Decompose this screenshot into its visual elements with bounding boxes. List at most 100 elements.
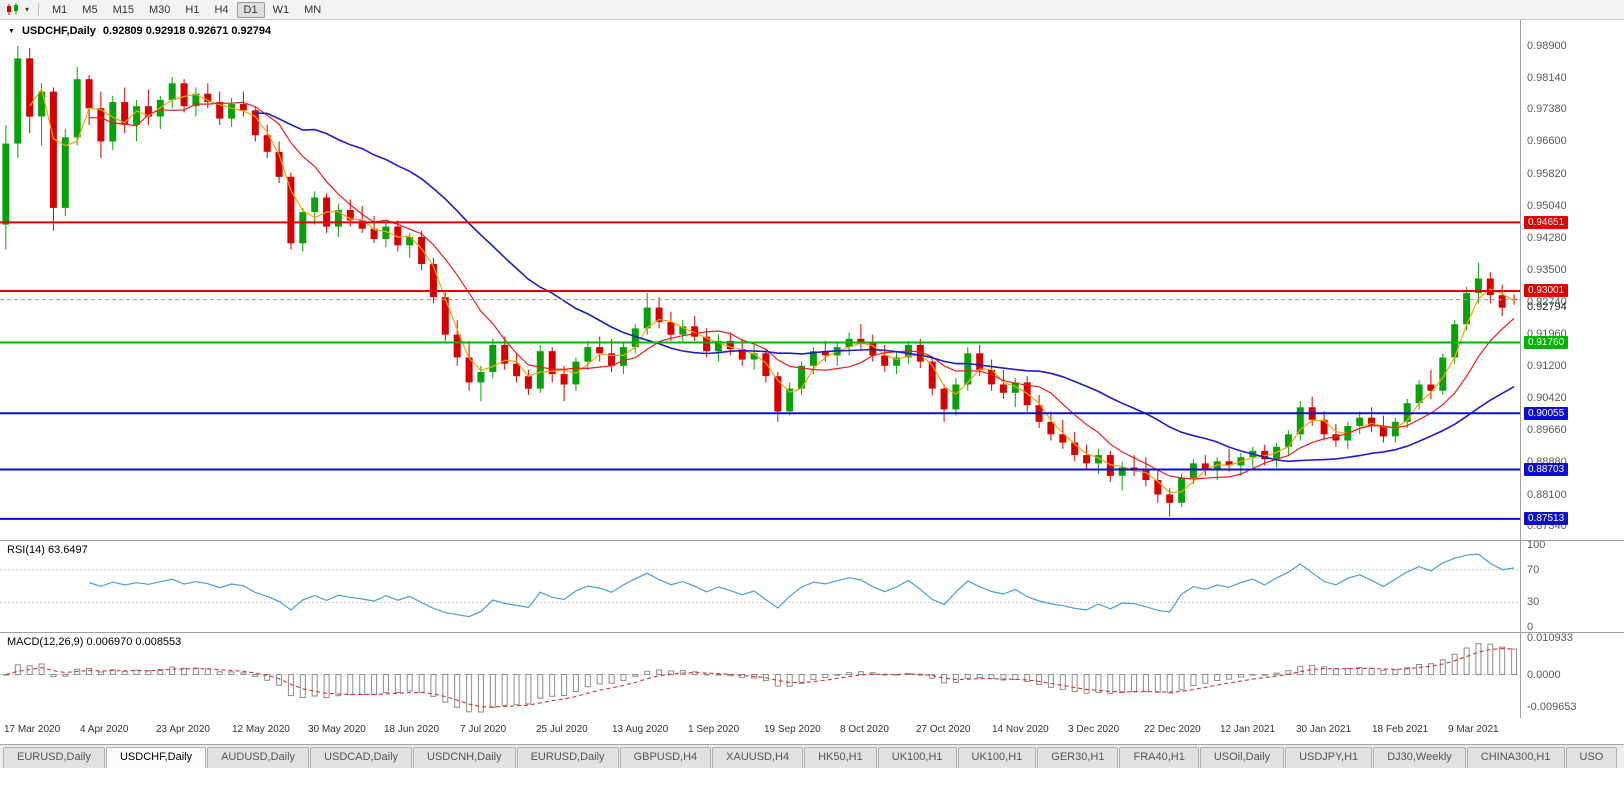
date-label: 7 Jul 2020 — [460, 724, 507, 735]
candlestick-chart-icon — [7, 3, 18, 15]
date-label: 17 Mar 2020 — [4, 724, 61, 735]
date-label: 30 May 2020 — [308, 724, 366, 735]
macd-histogram — [2, 643, 1518, 713]
chart-tab[interactable]: DJ30,Weekly — [1373, 747, 1466, 768]
timeframe-button-H4[interactable]: H4 — [214, 3, 229, 16]
date-label: 13 Aug 2020 — [612, 724, 669, 735]
timeframe-button-H1[interactable]: H1 — [185, 3, 200, 16]
date-label: 4 Apr 2020 — [80, 724, 129, 735]
price-tick: 0.92740 — [1527, 296, 1567, 308]
symbol-dropdown-icon[interactable]: ▼ — [8, 27, 15, 35]
macd-axis-label: 0.010933 — [1527, 632, 1573, 644]
date-label: 30 Jan 2021 — [1296, 724, 1352, 735]
rsi-axis-label: 70 — [1527, 564, 1540, 576]
chart-ohlc-values: 0.92809 0.92918 0.92671 0.92794 — [102, 25, 272, 37]
chart-tab[interactable]: USO — [1565, 747, 1618, 768]
date-label: 22 Dec 2020 — [1144, 724, 1201, 735]
timeframe-button-M1[interactable]: M1 — [52, 3, 68, 16]
price-line-label: 0.90055 — [1524, 407, 1569, 420]
date-label: 1 Sep 2020 — [688, 724, 740, 735]
chart-tab-bar: EURUSD,Daily USDCHF,Daily AUDUSD,Daily USDC… — [0, 744, 1624, 768]
chart-type-dropdown-icon[interactable]: ▾ — [25, 5, 30, 14]
chart-tab[interactable]: USDJPY,H1 — [1285, 747, 1373, 768]
price-line-label: 0.93001 — [1524, 284, 1569, 297]
price-tick: 0.98900 — [1527, 40, 1567, 52]
chart-tab[interactable]: CHINA300,H1 — [1466, 747, 1565, 768]
timeframe-buttons: M1 M5 M15 M30 H1 H4 D1 W1 MN — [45, 1, 328, 18]
chart-title: ▼ USDCHF,Daily 0.92809 0.92918 0.92671 0… — [8, 25, 271, 37]
macd-signal-line — [5, 648, 1515, 708]
macd-axis-label: 0.0000 — [1527, 669, 1561, 681]
price-axis[interactable]: 0.98900 0.98140 0.97380 0.96600 0.95820 0.950… — [1520, 20, 1624, 718]
macd-axis-label: -0.009653 — [1527, 701, 1577, 713]
rsi-axis-label: 30 — [1527, 596, 1540, 608]
price-line-label: 0.94651 — [1524, 216, 1569, 229]
chart-tab[interactable]: FRA40,H1 — [1119, 747, 1199, 768]
price-tick: 0.90420 — [1527, 392, 1567, 404]
rsi-line — [88, 553, 1515, 618]
chart-tab[interactable]: USOil,Daily — [1199, 747, 1285, 768]
chart-tab[interactable]: USDCAD,Daily — [310, 747, 413, 768]
timeframe-button-D1[interactable]: D1 — [236, 1, 265, 18]
price-tick: 0.95820 — [1527, 168, 1567, 180]
timeframe-button-MN[interactable]: MN — [304, 3, 322, 16]
pane-separator[interactable] — [0, 632, 1624, 633]
macd-pane[interactable] — [0, 632, 1520, 718]
date-label: 12 Jan 2021 — [1220, 724, 1276, 735]
date-label: 25 Jul 2020 — [536, 724, 588, 735]
chart-tab[interactable]: EURUSD,Daily — [516, 747, 619, 768]
price-tick: 0.98140 — [1527, 72, 1567, 84]
macd-indicator-label: MACD(12,26,9) 0.006970 0.008553 — [7, 636, 182, 648]
chart-tab[interactable]: GER30,H1 — [1037, 747, 1119, 768]
date-label: 9 Mar 2021 — [1448, 724, 1499, 735]
date-label: 12 May 2020 — [232, 724, 290, 735]
rsi-indicator-label: RSI(14) 63.6497 — [7, 544, 88, 556]
timeframe-button-M15[interactable]: M15 — [112, 3, 134, 16]
chart-type-button[interactable] — [4, 2, 22, 18]
price-line-label: 0.91760 — [1524, 336, 1569, 349]
price-tick: 0.95040 — [1527, 200, 1567, 212]
rsi-pane[interactable] — [0, 540, 1520, 632]
date-label: 3 Dec 2020 — [1068, 724, 1120, 735]
toolbar-separator — [38, 3, 40, 16]
chart-tab[interactable]: HK50,H1 — [804, 747, 877, 768]
chart-tab[interactable]: GBPUSD,H4 — [619, 747, 712, 768]
chart-tab[interactable]: USDCHF,Daily — [105, 747, 207, 768]
chart-tab[interactable]: USDCNH,Daily — [413, 747, 516, 768]
chart-tab[interactable]: XAUUSD,H4 — [712, 747, 804, 768]
price-tick: 0.91200 — [1527, 360, 1567, 372]
chart-tabs: EURUSD,Daily USDCHF,Daily AUDUSD,Daily USDC… — [3, 747, 1618, 768]
bid-price-label: 0.92794 — [1527, 301, 1567, 313]
date-label: 18 Feb 2021 — [1372, 724, 1429, 735]
moving-average-line — [29, 87, 1515, 494]
top-toolbar: ▾ M1 M5 M15 M30 H1 H4 D1 W1 MN — [0, 0, 1624, 20]
rsi-axis-label: 0 — [1527, 621, 1534, 633]
moving-average-line — [255, 112, 1515, 463]
chart-tab[interactable]: AUDUSD,Daily — [207, 747, 310, 768]
chart-tab[interactable]: UK100,H1 — [877, 747, 957, 768]
chart-tab[interactable]: EURUSD,Daily — [3, 747, 105, 768]
main-price-chart[interactable] — [0, 20, 1520, 540]
date-label: 23 Apr 2020 — [156, 724, 210, 735]
price-tick: 0.97380 — [1527, 103, 1567, 115]
price-tick: 0.88100 — [1527, 489, 1567, 501]
candlestick-series — [2, 45, 1518, 517]
chart-tab[interactable]: UK100,H1 — [957, 747, 1037, 768]
date-label: 14 Nov 2020 — [992, 724, 1049, 735]
date-label: 18 Jun 2020 — [384, 724, 440, 735]
date-label: 19 Sep 2020 — [764, 724, 821, 735]
rsi-axis-label: 100 — [1527, 539, 1546, 551]
timeframe-button-M5[interactable]: M5 — [82, 3, 98, 16]
timeframe-button-M30[interactable]: M30 — [148, 3, 171, 16]
pane-separator[interactable] — [0, 540, 1624, 541]
price-tick: 0.93500 — [1527, 264, 1567, 276]
date-label: 8 Oct 2020 — [840, 724, 889, 735]
price-tick: 0.94280 — [1527, 232, 1567, 244]
date-label: 27 Oct 2020 — [916, 724, 971, 735]
chart-symbol-period: USDCHF,Daily — [21, 25, 96, 37]
chart-window[interactable]: ▼ USDCHF,Daily 0.92809 0.92918 0.92671 0… — [0, 20, 1624, 744]
price-tick: 0.96600 — [1527, 135, 1567, 147]
time-axis[interactable]: 17 Mar 2020 4 Apr 2020 23 Apr 2020 12 May 2… — [0, 718, 1624, 744]
price-tick: 0.89660 — [1527, 424, 1567, 436]
timeframe-button-W1[interactable]: W1 — [272, 3, 290, 16]
